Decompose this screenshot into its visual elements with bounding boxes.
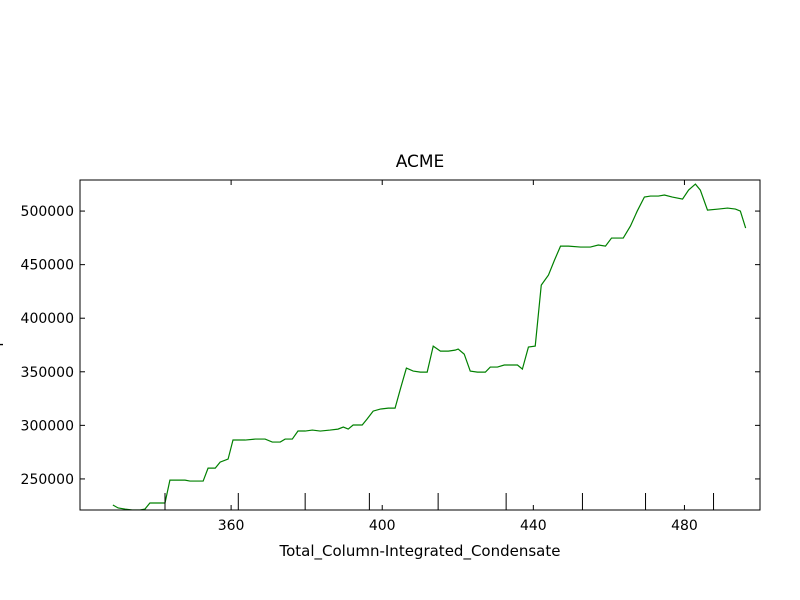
x-tick-label: 400 bbox=[369, 518, 396, 534]
x-tick-label: 480 bbox=[671, 518, 698, 534]
x-tick-label: 440 bbox=[520, 518, 547, 534]
y-tick-label: 300000 bbox=[21, 418, 74, 434]
y-axis-label: Partial dependence bbox=[0, 273, 4, 418]
y-tick-label: 500000 bbox=[21, 204, 74, 220]
y-tick-label: 250000 bbox=[21, 472, 74, 488]
chart-title: ACME bbox=[396, 152, 445, 172]
data-line bbox=[112, 183, 747, 510]
plot-frame bbox=[79, 179, 761, 511]
y-tick-label: 350000 bbox=[21, 365, 74, 381]
x-axis-label: Total_Column-Integrated_Condensate bbox=[279, 542, 561, 561]
y-tick-label: 450000 bbox=[21, 258, 74, 274]
x-tick-label: 360 bbox=[218, 518, 245, 534]
plot-area bbox=[112, 183, 747, 510]
y-tick-label: 400000 bbox=[21, 311, 74, 327]
